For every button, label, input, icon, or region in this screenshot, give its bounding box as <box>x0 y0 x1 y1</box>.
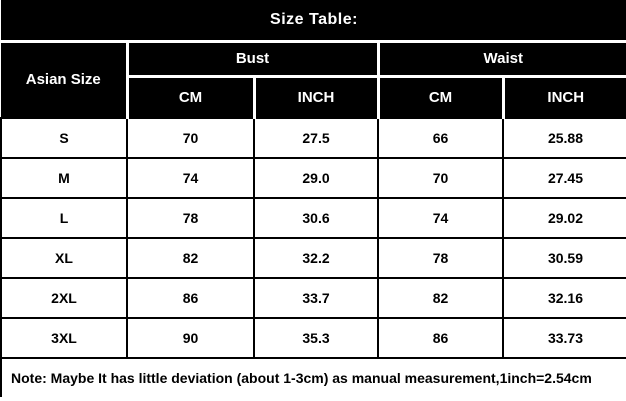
size-row-3xl: 3XL 90 35.3 86 33.73 <box>0 317 626 359</box>
bust-cm-value: 86 <box>126 277 255 319</box>
bust-cm-value: 78 <box>126 197 255 239</box>
bust-inch-value: 30.6 <box>253 197 379 239</box>
size-row-m: M 74 29.0 70 27.45 <box>0 157 626 199</box>
bust-inch-value: 33.7 <box>253 277 379 319</box>
waist-inch-header: INCH <box>503 76 626 118</box>
waist-inch-value: 32.16 <box>502 277 626 319</box>
title-row: Size Table: <box>1 0 626 43</box>
size-label-cell: 2XL <box>0 277 128 319</box>
bust-inch-value: 27.5 <box>253 117 379 159</box>
bust-cm-value: 82 <box>126 237 255 279</box>
waist-cm-value: 70 <box>377 157 504 199</box>
bust-cm-value: 74 <box>126 157 255 199</box>
size-label-cell: M <box>0 157 128 199</box>
size-label-cell: XL <box>0 237 128 279</box>
size-table-title: Size Table: <box>1 0 626 43</box>
waist-inch-value: 29.02 <box>502 197 626 239</box>
asian-size-header: Asian Size <box>1 41 129 118</box>
waist-cm-value: 78 <box>377 237 504 279</box>
group-header-row: Asian Size Bust Waist <box>1 41 626 118</box>
size-row-2xl: 2XL 86 33.7 82 32.16 <box>0 277 626 319</box>
bust-header: Bust <box>127 41 380 78</box>
waist-inch-value: 25.88 <box>502 117 626 159</box>
bust-cm-value: 70 <box>126 117 255 159</box>
size-row-l: L 78 30.6 74 29.02 <box>0 197 626 239</box>
waist-cm-value: 82 <box>377 277 504 319</box>
bust-cm-value: 90 <box>126 317 255 359</box>
size-label-cell: 3XL <box>0 317 128 359</box>
bust-inch-header: INCH <box>254 76 380 118</box>
waist-cm-value: 66 <box>377 117 504 159</box>
size-label-cell: S <box>0 117 128 159</box>
size-row-s: S 70 27.5 66 25.88 <box>0 117 626 159</box>
waist-cm-value: 86 <box>377 317 504 359</box>
size-label-cell: L <box>0 197 128 239</box>
note-row: Note: Maybe It has little deviation (abo… <box>0 357 626 397</box>
bust-cm-header: CM <box>127 76 256 118</box>
waist-cm-header: CM <box>378 76 505 118</box>
waist-header: Waist <box>378 41 626 78</box>
measurement-note: Note: Maybe It has little deviation (abo… <box>0 357 626 397</box>
size-row-xl: XL 82 32.2 78 30.59 <box>0 237 626 279</box>
waist-cm-value: 74 <box>377 197 504 239</box>
waist-inch-value: 30.59 <box>502 237 626 279</box>
bust-inch-value: 29.0 <box>253 157 379 199</box>
waist-inch-value: 27.45 <box>502 157 626 199</box>
bust-inch-value: 35.3 <box>253 317 379 359</box>
waist-inch-value: 33.73 <box>502 317 626 359</box>
bust-inch-value: 32.2 <box>253 237 379 279</box>
sub-header-row: CM INCH CM INCH <box>1 76 626 118</box>
